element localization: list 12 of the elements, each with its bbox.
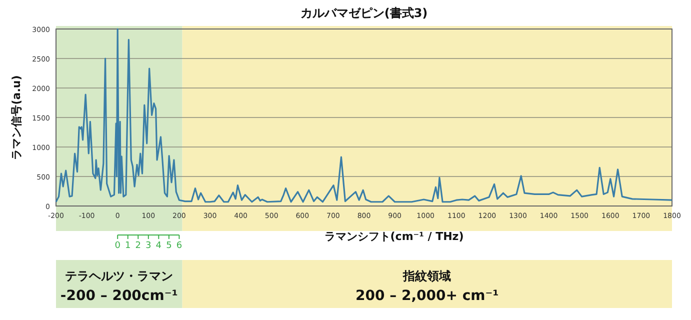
x2-tick-label: 5 [166,241,172,251]
x-axis-title: ラマンシフト(cm⁻¹ / THz) [324,230,464,243]
x2-tick-label: 4 [156,241,162,251]
x2-tick-label: 0 [114,241,121,251]
y-axis-title: ラマン信号(a.u) [10,75,23,160]
x2-tick-label: 2 [135,241,141,251]
band-label: テラヘルツ・ラマン -200 – 200cm⁻¹ [60,269,178,304]
chart-title: カルバマゼピン(書式3) [300,6,428,20]
x2-tick-label: 1 [125,241,131,251]
x2-tick-label: 6 [176,241,182,251]
band-label: 指紋領域 200 – 2,000+ cm⁻¹ [356,269,499,304]
x2-tick-label: 3 [146,241,152,251]
